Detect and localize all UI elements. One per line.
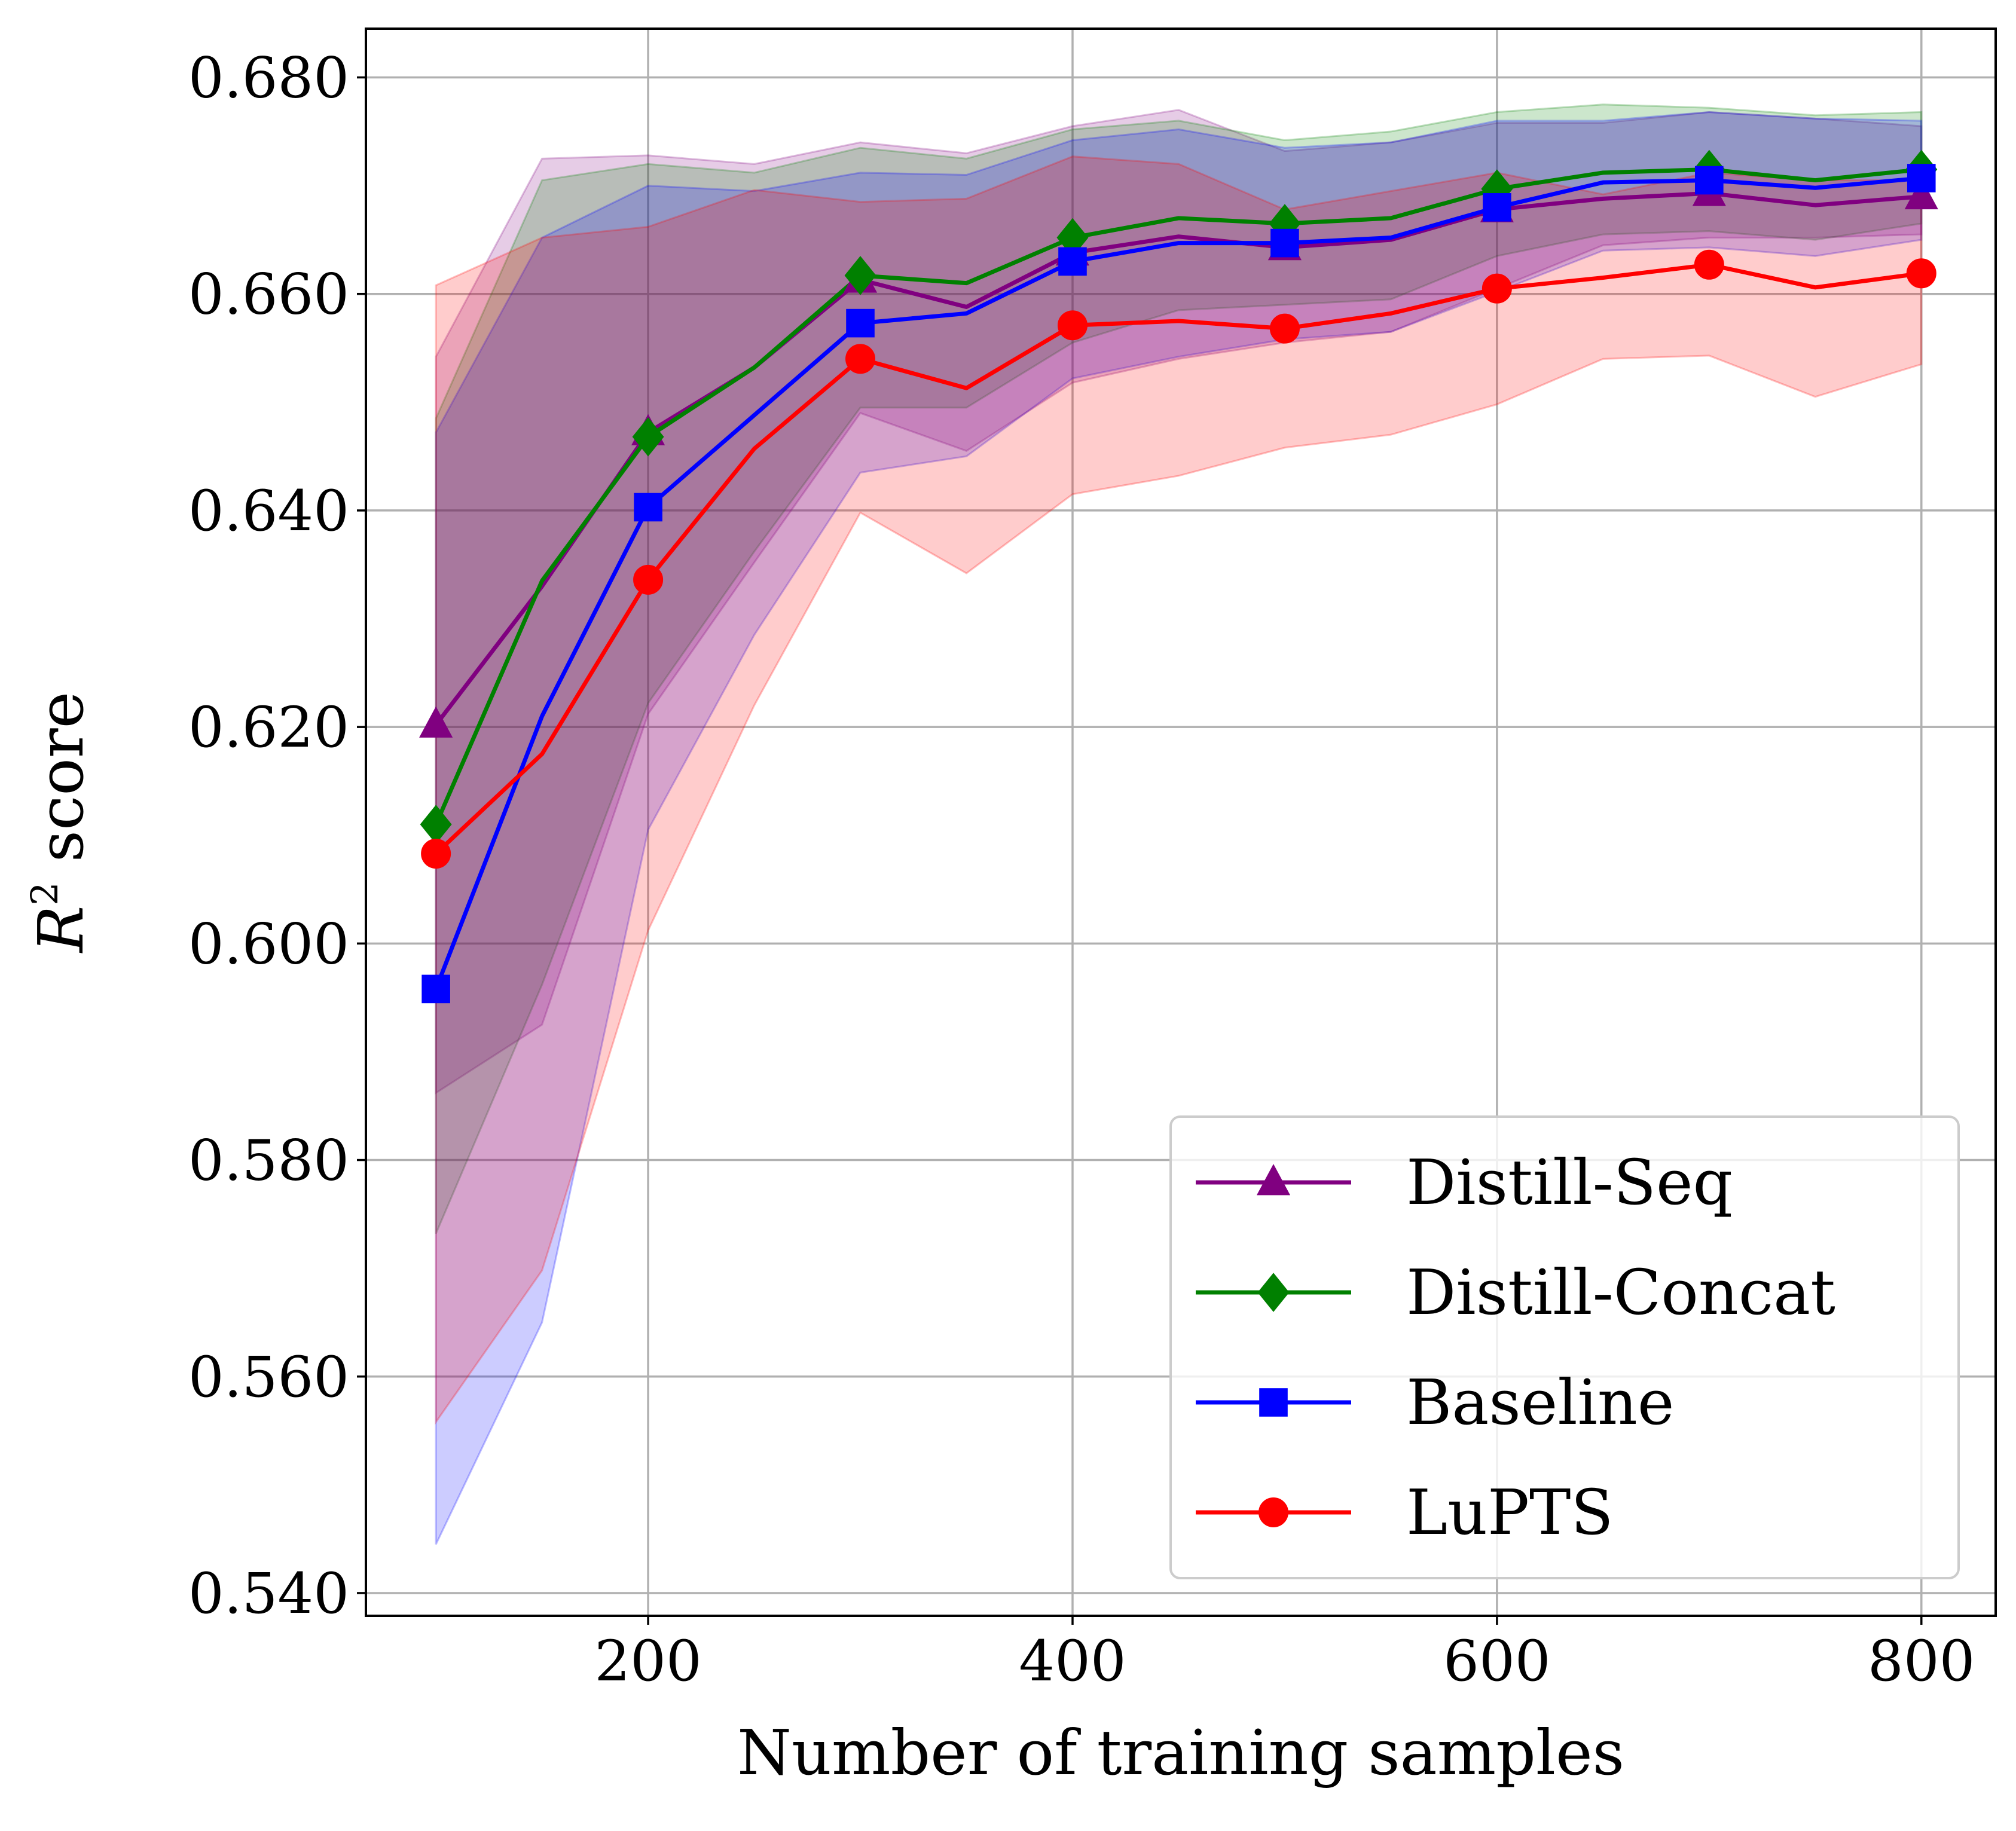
baseline-point [634,493,662,522]
legend-distill-concat-marker [1257,1273,1290,1312]
baseline-point [1270,228,1299,258]
lupts-point [633,564,664,595]
lupts-point [1694,249,1724,280]
distill-concat-band [435,103,1923,1234]
y-tick-label: 0.660 [188,262,349,328]
distill-seq-line [434,191,1922,726]
x-axis: 200 400 600 800 [594,1616,1975,1694]
y-axis-title-text: score [25,692,97,882]
lupts-point [1482,273,1512,304]
legend-lupts-label: LuPTS [1406,1476,1614,1549]
series-lines [433,167,1922,990]
legend-distill-seq-marker [1256,1164,1291,1196]
y-tick-label: 0.680 [188,45,349,111]
y-axis-title: R2 score [23,692,97,953]
lupts-point [845,344,876,374]
series-markers [419,149,1938,1004]
lupts-point [421,839,451,869]
distill-seq-band [435,109,1923,1095]
lupts-point [1269,313,1300,344]
x-axis-title: Number of training samples [737,1716,1624,1789]
legend-lupts-marker [1259,1497,1288,1527]
baseline-point [846,308,875,338]
baseline-point [1907,164,1936,192]
distill-concat-line [433,167,1922,826]
x-tick-label: 800 [1868,1629,1975,1694]
distill-seq-point [419,706,453,738]
legend-distill-seq-label: Distill-Seq [1406,1146,1733,1219]
y-tick-label: 0.580 [188,1129,349,1194]
y-tick-label: 0.600 [188,912,349,977]
legend-entries: Distill-Seq Distill-Concat Baseline LuPTS [1196,1146,1835,1549]
distill-seq-point [1904,178,1938,210]
lupts-band [435,155,1923,1425]
y-tick-label: 0.640 [188,479,349,544]
y-tick-label: 0.540 [188,1561,349,1627]
x-tick-label: 400 [1019,1629,1126,1694]
baseline-point [1695,166,1724,195]
legend-baseline-label: Baseline [1406,1366,1674,1439]
y-axis-title-variable: R [25,906,97,953]
y-tick-label: 0.560 [188,1345,349,1410]
legend-frame [1169,1115,1960,1579]
lupts-line [434,262,1922,855]
distill-concat-point [632,417,664,457]
y-tick-label: 0.620 [188,695,349,760]
plot-frame [365,27,1997,1617]
legend: Distill-Seq Distill-Concat Baseline LuPTS [1169,1115,1960,1579]
legend-baseline-marker [1259,1388,1288,1417]
lupts-point [1906,258,1936,289]
distill-concat-point [844,256,876,295]
x-tick-label: 600 [1443,1629,1550,1694]
legend-distill-concat-label: Distill-Concat [1406,1256,1835,1329]
lupts-point [1057,310,1088,341]
baseline-point [421,974,450,1004]
baseline-band [435,111,1923,1545]
baseline-line [433,176,1922,990]
baseline-point [1483,193,1511,222]
y-axis: 0.540 0.560 0.580 0.600 0.620 0.640 0.660 0.680 [188,45,366,1627]
x-tick-label: 200 [594,1629,701,1694]
baseline-point [1058,247,1087,276]
y-axis-title-superscript: 2 [23,882,66,905]
error-bands [435,103,1923,1545]
